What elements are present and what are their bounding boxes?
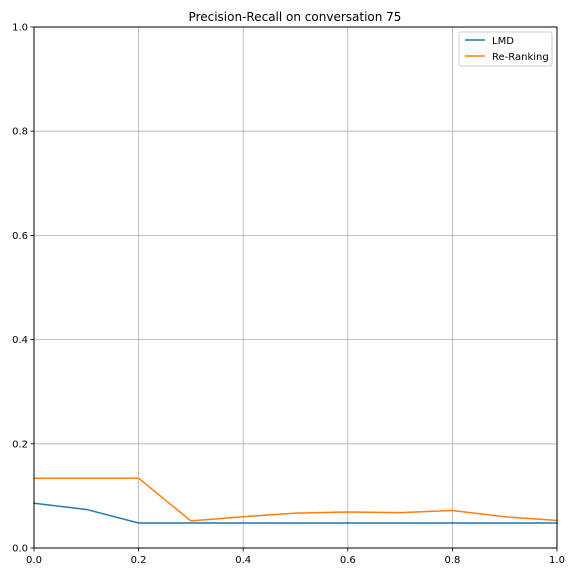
- legend-label-re-ranking: Re-Ranking: [492, 52, 549, 63]
- series-line-re-ranking: [33, 477, 558, 522]
- series-line-lmd: [33, 502, 558, 524]
- plot-frame: [33, 26, 558, 549]
- x-tick-label: 0.2: [131, 555, 147, 566]
- x-tick-label: 0.8: [444, 555, 460, 566]
- y-tick-label: 1.0: [12, 23, 28, 34]
- x-tick-label: 0.6: [340, 555, 356, 566]
- x-tick-label: 1.0: [549, 555, 565, 566]
- y-tick-label: 0.0: [12, 544, 28, 555]
- x-tick-label: 0.0: [26, 555, 42, 566]
- y-axis: 0.0 0.2 0.4 0.6 0.8 1.0: [12, 23, 34, 555]
- x-axis: 0.0 0.2 0.4 0.6 0.8 1.0: [26, 548, 565, 566]
- series-layer: [33, 477, 558, 524]
- y-tick-label: 0.6: [12, 231, 28, 242]
- chart-title: Precision-Recall on conversation 75: [189, 10, 402, 24]
- legend-label-lmd: LMD: [492, 36, 514, 47]
- x-tick-label: 0.4: [235, 555, 251, 566]
- y-tick-label: 0.2: [12, 439, 28, 450]
- y-tick-label: 0.4: [12, 335, 28, 346]
- y-tick-label: 0.8: [12, 127, 28, 138]
- legend: LMD Re-Ranking: [458, 31, 553, 67]
